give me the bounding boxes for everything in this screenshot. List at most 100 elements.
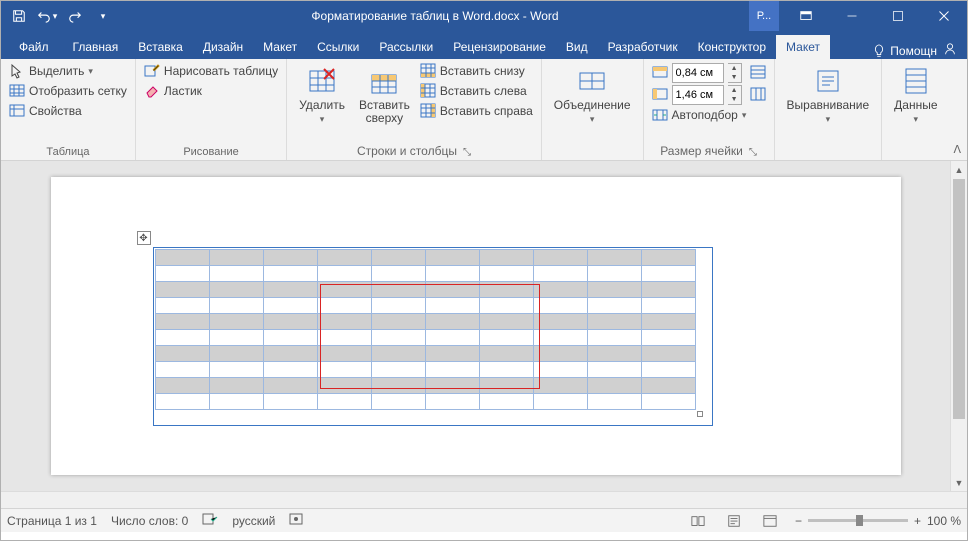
width-stepper[interactable]: ▲▼ xyxy=(728,85,742,105)
table-cell[interactable] xyxy=(641,250,695,266)
table-cell[interactable] xyxy=(587,298,641,314)
table-cell[interactable] xyxy=(317,314,371,330)
table-cell[interactable] xyxy=(155,314,209,330)
tab-view[interactable]: Вид xyxy=(556,35,598,59)
table-cell[interactable] xyxy=(263,394,317,410)
table-cell[interactable] xyxy=(317,330,371,346)
col-width-input[interactable] xyxy=(672,85,724,105)
spellcheck-icon[interactable] xyxy=(202,512,218,529)
table-cell[interactable] xyxy=(263,298,317,314)
table-cell[interactable] xyxy=(533,314,587,330)
save-icon[interactable] xyxy=(7,4,31,28)
table-cell[interactable] xyxy=(263,314,317,330)
insert-above-button[interactable]: Вставить сверху xyxy=(355,63,414,141)
table-cell[interactable] xyxy=(317,266,371,282)
zoom-in-icon[interactable]: + xyxy=(914,514,921,528)
tab-home[interactable]: Главная xyxy=(63,35,129,59)
dist-cols-icon[interactable] xyxy=(750,86,766,105)
maximize-icon[interactable] xyxy=(875,1,921,31)
table-cell[interactable] xyxy=(641,314,695,330)
table-cell[interactable] xyxy=(263,346,317,362)
table-cell[interactable] xyxy=(533,394,587,410)
table-cell[interactable] xyxy=(209,266,263,282)
table-cell[interactable] xyxy=(479,394,533,410)
table-cell[interactable] xyxy=(479,378,533,394)
zoom-out-icon[interactable]: − xyxy=(795,514,802,528)
table-cell[interactable] xyxy=(425,362,479,378)
table-resize-handle-icon[interactable] xyxy=(697,411,703,417)
tab-references[interactable]: Ссылки xyxy=(307,35,369,59)
table-cell[interactable] xyxy=(425,346,479,362)
table-cell[interactable] xyxy=(317,394,371,410)
collapse-ribbon-icon[interactable]: ᐱ xyxy=(953,143,961,156)
table-cell[interactable] xyxy=(479,250,533,266)
table-cell[interactable] xyxy=(155,362,209,378)
table-cell[interactable] xyxy=(263,378,317,394)
autofit-button[interactable]: Автоподбор▾ xyxy=(652,107,766,123)
table-cell[interactable] xyxy=(533,330,587,346)
table-cell[interactable] xyxy=(533,250,587,266)
properties-button[interactable]: Свойства xyxy=(9,103,127,119)
row-height-input[interactable] xyxy=(672,63,724,83)
insert-below-button[interactable]: Вставить снизу xyxy=(420,63,533,79)
table-cell[interactable] xyxy=(479,314,533,330)
table-cell[interactable] xyxy=(425,394,479,410)
table-cell[interactable] xyxy=(425,330,479,346)
share-icon[interactable] xyxy=(943,42,957,59)
tab-table-layout[interactable]: Макет xyxy=(776,35,830,59)
word-table[interactable]: ✥ xyxy=(155,249,696,410)
table-cell[interactable] xyxy=(587,346,641,362)
table-cell[interactable] xyxy=(155,266,209,282)
table-cell[interactable] xyxy=(533,378,587,394)
web-layout-icon[interactable] xyxy=(759,512,781,530)
dist-rows-icon[interactable] xyxy=(750,64,766,83)
table-cell[interactable] xyxy=(479,330,533,346)
page[interactable]: ✥ xyxy=(51,177,901,475)
table-cell[interactable] xyxy=(587,378,641,394)
table-cell[interactable] xyxy=(209,314,263,330)
table-cell[interactable] xyxy=(425,282,479,298)
table-cell[interactable] xyxy=(371,282,425,298)
eraser-button[interactable]: Ластик xyxy=(144,83,278,99)
table-cell[interactable] xyxy=(209,298,263,314)
table-cell[interactable] xyxy=(317,298,371,314)
table-cell[interactable] xyxy=(155,378,209,394)
table-cell[interactable] xyxy=(263,266,317,282)
table-cell[interactable] xyxy=(263,282,317,298)
table-cell[interactable] xyxy=(371,330,425,346)
table-cell[interactable] xyxy=(533,266,587,282)
table-cell[interactable] xyxy=(371,250,425,266)
table-cell[interactable] xyxy=(425,378,479,394)
table-cell[interactable] xyxy=(155,282,209,298)
merge-button[interactable]: Объединение▾ xyxy=(550,63,635,155)
table-cell[interactable] xyxy=(155,346,209,362)
ribbon-display-icon[interactable] xyxy=(783,1,829,31)
table-cell[interactable] xyxy=(587,282,641,298)
table-cell[interactable] xyxy=(155,330,209,346)
zoom-slider[interactable] xyxy=(808,519,908,522)
table-cell[interactable] xyxy=(209,250,263,266)
table-cell[interactable] xyxy=(209,362,263,378)
tab-layout[interactable]: Макет xyxy=(253,35,307,59)
table-cell[interactable] xyxy=(641,378,695,394)
tab-file[interactable]: Файл xyxy=(5,35,63,59)
insert-left-button[interactable]: Вставить слева xyxy=(420,83,533,99)
tell-me-icon[interactable]: Помощн xyxy=(872,44,937,58)
table-cell[interactable] xyxy=(155,394,209,410)
table-cell[interactable] xyxy=(641,282,695,298)
table-cell[interactable] xyxy=(263,330,317,346)
status-page[interactable]: Страница 1 из 1 xyxy=(7,514,97,528)
horizontal-scrollbar[interactable] xyxy=(1,491,967,508)
table-cell[interactable] xyxy=(641,266,695,282)
table-cell[interactable] xyxy=(209,378,263,394)
tab-mailings[interactable]: Рассылки xyxy=(369,35,443,59)
delete-button[interactable]: Удалить▾ xyxy=(295,63,349,141)
table-cell[interactable] xyxy=(479,346,533,362)
table-cell[interactable] xyxy=(587,314,641,330)
table-cell[interactable] xyxy=(263,362,317,378)
redo-icon[interactable] xyxy=(63,4,87,28)
table-cell[interactable] xyxy=(263,250,317,266)
zoom-value[interactable]: 100 % xyxy=(927,514,961,528)
table-cell[interactable] xyxy=(209,394,263,410)
status-lang[interactable]: русский xyxy=(232,514,275,528)
